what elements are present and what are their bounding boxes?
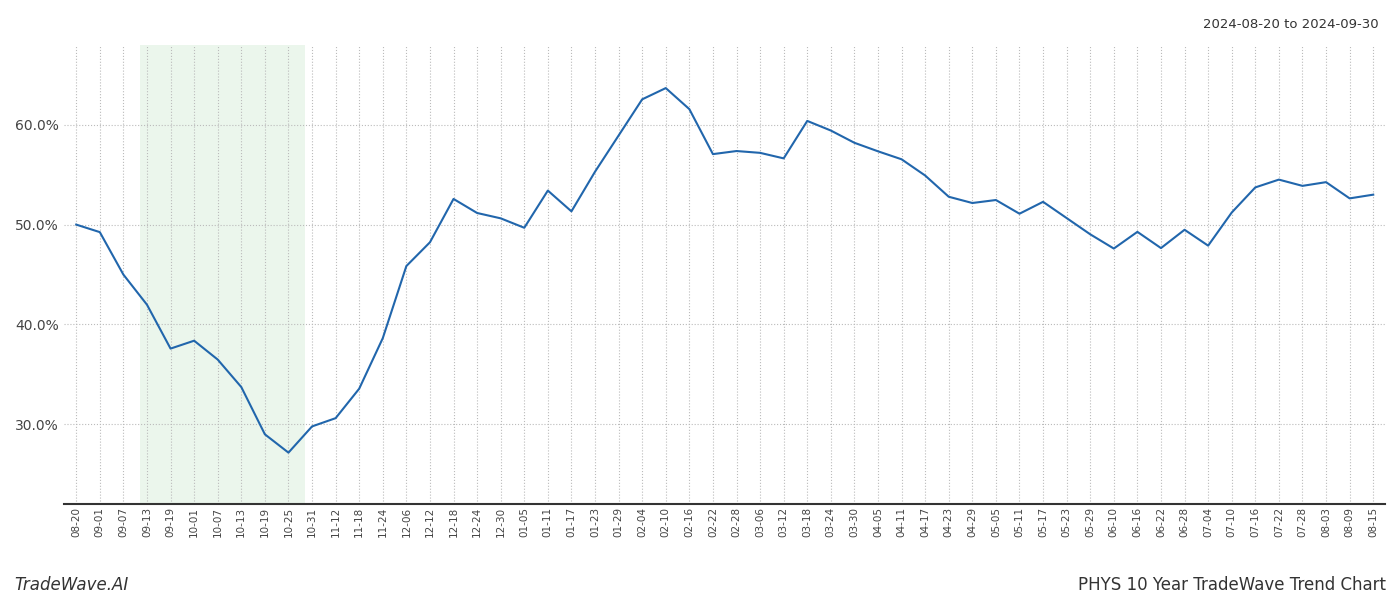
Text: 2024-08-20 to 2024-09-30: 2024-08-20 to 2024-09-30 xyxy=(1204,18,1379,31)
Text: TradeWave.AI: TradeWave.AI xyxy=(14,576,129,594)
Text: PHYS 10 Year TradeWave Trend Chart: PHYS 10 Year TradeWave Trend Chart xyxy=(1078,576,1386,594)
Bar xyxy=(140,45,305,504)
